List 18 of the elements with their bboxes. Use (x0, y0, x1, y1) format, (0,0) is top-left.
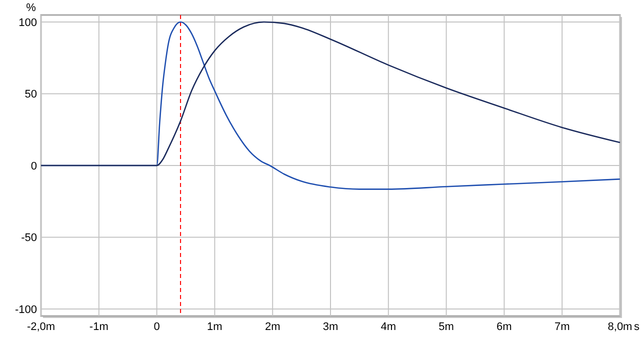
y-tick-label: 100 (18, 16, 37, 29)
x-tick-label: 4m (380, 321, 396, 333)
x-tick-label: -2,0m (26, 321, 56, 333)
x-tick-label: 6m (496, 321, 512, 333)
y-tick-label: -50 (21, 232, 37, 244)
x-tick-label: 1m (207, 321, 222, 333)
x-tick-label: 8,0m (608, 321, 632, 333)
y-tick-label: -100 (14, 304, 37, 316)
x-tick-label: 0 (154, 321, 160, 333)
x-tick-label: 5m (438, 321, 454, 333)
x-tick-label: 7m (554, 321, 570, 333)
x-tick-label: 2m (264, 321, 280, 333)
x-tick-label: -1m (89, 321, 108, 333)
x-tick-label: 3m (322, 321, 338, 333)
y-axis-title: % (26, 2, 36, 14)
x-axis-title: s (634, 321, 640, 333)
y-tick-label: 50 (24, 88, 37, 101)
y-tick-label: 0 (30, 160, 37, 172)
